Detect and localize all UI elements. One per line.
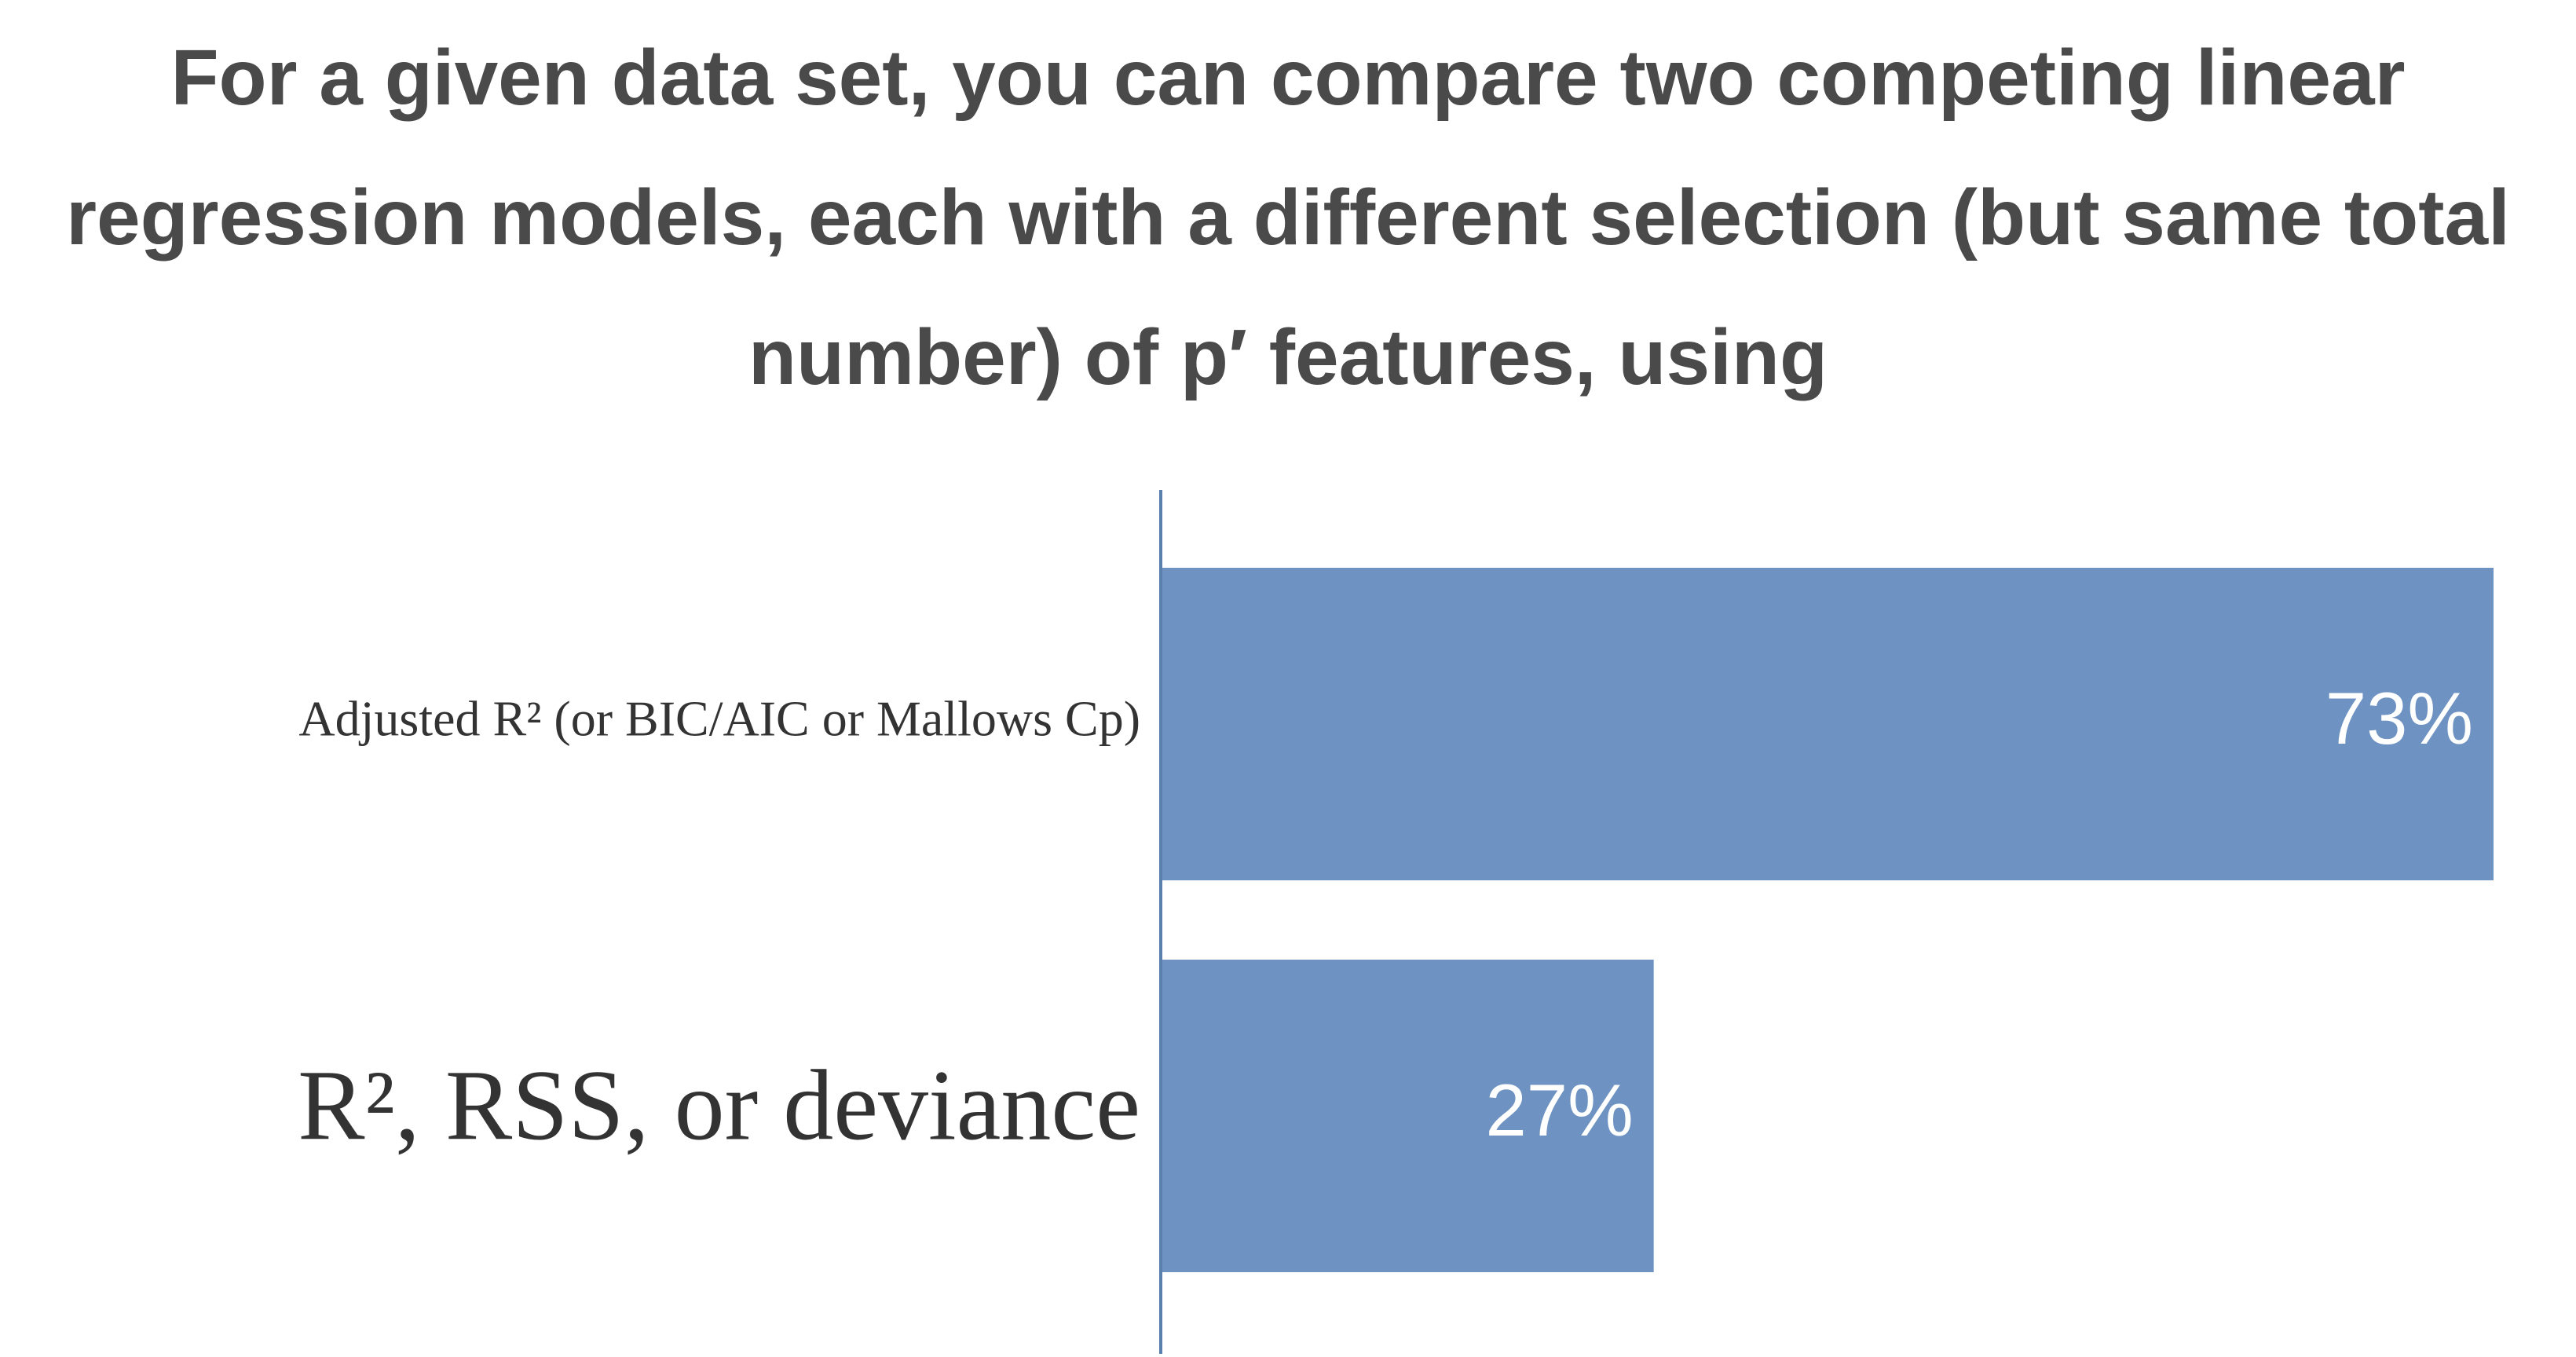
bar [1161, 960, 1654, 1272]
bar [1161, 568, 2494, 880]
y-tick-label: R², RSS, or deviance [298, 1049, 1140, 1161]
value-label: 73% [2325, 677, 2473, 759]
value-label: 27% [1486, 1069, 1634, 1151]
chart-title: For a given data set, you can compare tw… [66, 34, 2510, 401]
y-tick-label: Adjusted R² (or BIC/AIC or Mallows Cp) [298, 691, 1140, 747]
